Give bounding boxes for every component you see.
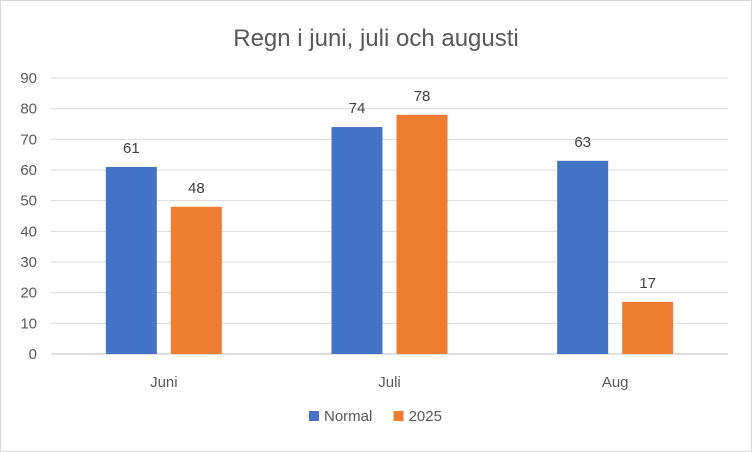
y-tick-label: 40: [20, 223, 37, 240]
bar-normal-juli: [331, 127, 383, 354]
y-tick-label: 90: [20, 70, 37, 87]
x-axis-ticks: Juni Juli Aug: [150, 374, 628, 391]
legend-label: Normal: [324, 408, 372, 425]
data-labels: 61 48 74 78 63 17: [123, 88, 656, 292]
x-tick-label: Aug: [602, 374, 629, 391]
legend: Normal 2025: [309, 408, 442, 425]
legend-label: 2025: [409, 408, 442, 425]
y-tick-label: 70: [20, 131, 37, 148]
y-tick-label: 30: [20, 254, 37, 271]
bar-normal-aug: [557, 160, 609, 354]
x-tick-label: Juni: [150, 374, 178, 391]
legend-swatch-2025: [393, 411, 404, 421]
legend-swatch-normal: [309, 411, 319, 421]
bar-2025-juni: [170, 206, 222, 354]
chart-title: Regn i juni, juli och augusti: [233, 25, 519, 52]
data-label: 61: [123, 140, 140, 157]
bar-normal-juni: [105, 166, 157, 354]
data-label: 74: [349, 100, 366, 117]
y-axis-ticks: 0 10 20 30 40 50 60 70 80 90: [20, 70, 37, 363]
bar-2025-juli: [396, 114, 448, 354]
bar-2025-aug: [622, 301, 674, 354]
data-label: 17: [639, 275, 656, 292]
data-label: 63: [574, 134, 591, 151]
data-label: 78: [414, 88, 431, 105]
y-tick-label: 80: [20, 101, 37, 118]
y-tick-label: 60: [20, 162, 37, 179]
x-tick-label: Juli: [378, 374, 401, 391]
y-tick-label: 20: [20, 285, 37, 302]
y-tick-label: 50: [20, 193, 37, 210]
gridlines: [51, 77, 728, 355]
bars: [105, 114, 674, 354]
data-label: 48: [188, 180, 205, 197]
y-tick-label: 0: [29, 346, 37, 363]
y-tick-label: 10: [20, 315, 37, 332]
